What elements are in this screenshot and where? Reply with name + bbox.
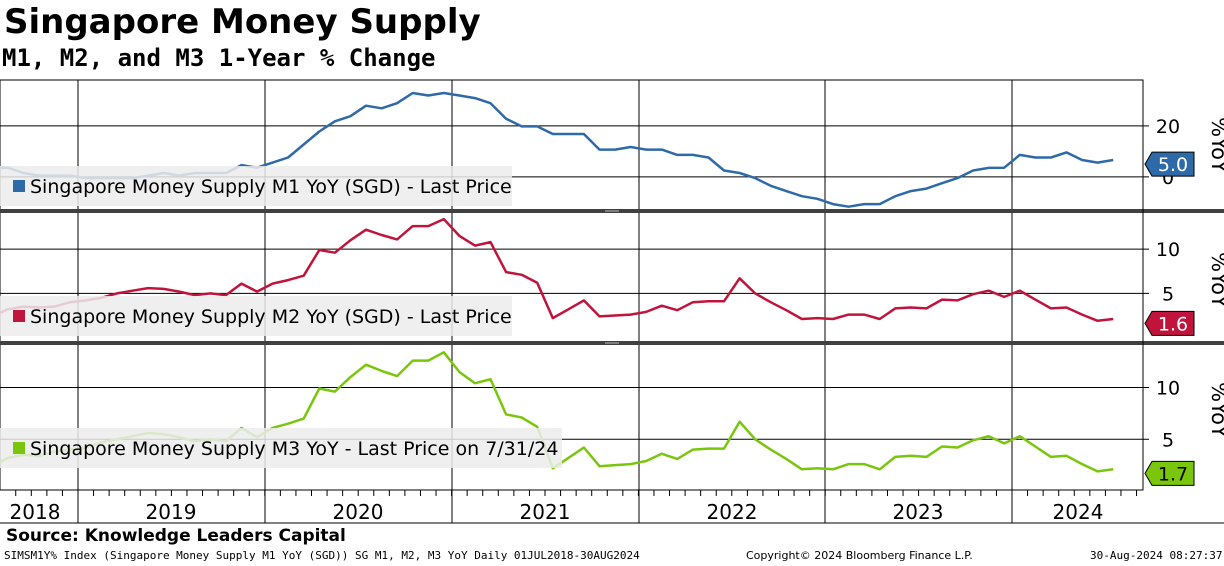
x-tick-label: 2022 (707, 500, 758, 524)
y-tick-label: 5 (1162, 283, 1174, 305)
legend-box (0, 166, 512, 206)
footer-index-info: SIMSM1Y% Index (Singapore Money Supply M… (4, 549, 640, 562)
x-tick-label: 2019 (146, 500, 197, 524)
legend-label: Singapore Money Supply M2 YoY (SGD) - La… (30, 306, 512, 328)
footer-timestamp: 30-Aug-2024 08:27:37 (1090, 549, 1223, 562)
x-tick-label: 2020 (333, 500, 384, 524)
y-tick-label: 5 (1162, 429, 1174, 451)
y-tick-label: 20 (1156, 116, 1180, 138)
y-tick-label: 10 (1156, 239, 1180, 261)
source-note: Source: Knowledge Leaders Capital (6, 526, 346, 546)
last-value-tag-shape (1144, 151, 1195, 177)
last-value-label: 1.7 (1158, 463, 1188, 485)
legend-box (0, 428, 562, 468)
x-tick-label: 2024 (1053, 500, 1104, 524)
last-value-tag-shape (1144, 310, 1195, 336)
y-axis-label: %YoY (1207, 382, 1224, 438)
x-tick-label: 2018 (10, 500, 61, 524)
last-value-tag: 1.6 (1144, 310, 1195, 336)
last-value-label: 5.0 (1158, 154, 1188, 176)
legend-swatch (13, 442, 25, 454)
last-value-tag: 5.0 (1144, 151, 1195, 177)
last-value-tag: 1.7 (1144, 460, 1195, 486)
legend-swatch (13, 180, 25, 192)
legend-swatch (13, 310, 25, 322)
y-axis-label: %YoY (1207, 117, 1224, 173)
x-tick-label: 2023 (893, 500, 944, 524)
footer-copyright: Copyright© 2024 Bloomberg Finance L.P. (746, 549, 973, 562)
y-tick-label: 10 (1156, 377, 1180, 399)
x-tick-label: 2021 (520, 500, 571, 524)
chart-title: Singapore Money Supply (4, 2, 481, 42)
legend-box (0, 296, 512, 336)
legend-label: Singapore Money Supply M1 YoY (SGD) - La… (30, 176, 512, 198)
y-axis-label: %YoY (1207, 252, 1224, 308)
series-line-2 (0, 217, 1114, 323)
legend-label: Singapore Money Supply M3 YoY - Last Pri… (30, 438, 558, 460)
last-value-tag-shape (1144, 460, 1195, 486)
chart-subtitle: M1, M2, and M3 1-Year % Change (2, 44, 436, 72)
last-value-label: 1.6 (1158, 313, 1188, 335)
